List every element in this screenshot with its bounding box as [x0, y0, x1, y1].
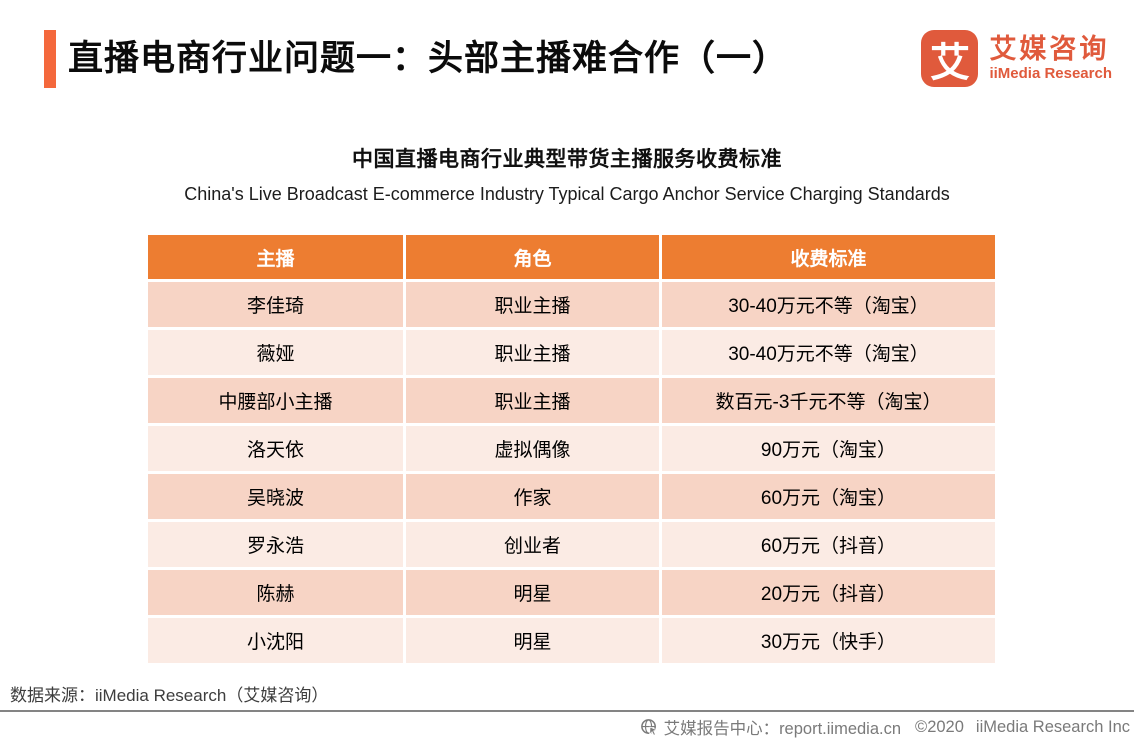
table-cell: 吴晓波 [148, 474, 403, 519]
column-header-fee: 收费标准 [662, 235, 995, 279]
table-row: 李佳琦 职业主播 30-40万元不等（淘宝） [148, 282, 995, 327]
table-cell: 明星 [406, 570, 659, 615]
footer-bar: 艾媒报告中心：report.iimedia.cn ©2020 iiMedia R… [640, 715, 1130, 739]
table-cell: 虚拟偶像 [406, 426, 659, 471]
table-cell: 职业主播 [406, 282, 659, 327]
table-cell: 陈赫 [148, 570, 403, 615]
table-cell: 小沈阳 [148, 618, 403, 663]
table-cell: 中腰部小主播 [148, 378, 403, 423]
iimedia-logo-icon: 艾 [921, 30, 979, 87]
table-body: 李佳琦 职业主播 30-40万元不等（淘宝） 薇娅 职业主播 30-40万元不等（淘宝）中… [148, 282, 995, 663]
column-header-anchor: 主播 [148, 235, 403, 279]
table-row: 薇娅 职业主播 30-40万元不等（淘宝） [148, 330, 995, 375]
table-cell: 20万元（抖音） [662, 570, 995, 615]
table-row: 吴晓波 作家 60万元（淘宝） [148, 474, 995, 519]
brand-name-en: iiMedia Research [989, 65, 1112, 82]
table-row: 小沈阳 明星 30万元（快手） [148, 618, 995, 663]
chart-subtitle-en: China's Live Broadcast E-commerce Indust… [184, 184, 950, 204]
table-cell: 30-40万元不等（淘宝） [662, 282, 995, 327]
table-cell: 90万元（淘宝） [662, 426, 995, 471]
table-cell: 数百元-3千元不等（淘宝） [662, 378, 995, 423]
table-row: 洛天依 虚拟偶像 90万元（淘宝） [148, 426, 995, 471]
data-source-note: 数据来源：iiMedia Research（艾媒咨询） [10, 686, 329, 705]
table-cell: 作家 [406, 474, 659, 519]
page-title: 直播电商行业问题一：头部主播难合作（一） [68, 39, 789, 78]
brand-text: 艾媒咨询 iiMedia Research [989, 34, 1112, 83]
table-cell: 30万元（快手） [662, 618, 995, 663]
table-cell: 职业主播 [406, 330, 659, 375]
table-row: 陈赫 明星 20万元（抖音） [148, 570, 995, 615]
report-center-label: 艾媒报告中心：report.iimedia.cn [663, 720, 902, 738]
table-cell: 洛天依 [148, 426, 403, 471]
table-row: 罗永浩 创业者 60万元（抖音） [148, 522, 995, 567]
footer-divider [0, 710, 1134, 712]
copyright-text: ©2020 [915, 717, 964, 736]
table-cell: 薇娅 [148, 330, 403, 375]
brand-logo: 艾 艾媒咨询 iiMedia Research [921, 30, 1112, 87]
brand-name-cn: 艾媒咨询 [989, 34, 1110, 64]
table-cell: 李佳琦 [148, 282, 403, 327]
table-row: 中腰部小主播 职业主播 数百元-3千元不等（淘宝） [148, 378, 995, 423]
globe-cursor-icon [640, 718, 659, 737]
pricing-table: 主播 角色 收费标准 李佳琦 职业主播 30-40万元不等（淘宝） 薇娅 职业主播 30-… [145, 232, 998, 666]
table-cell: 60万元（抖音） [662, 522, 995, 567]
table-cell: 罗永浩 [148, 522, 403, 567]
table-cell: 明星 [406, 618, 659, 663]
table-cell: 职业主播 [406, 378, 659, 423]
company-text: iiMedia Research Inc [975, 717, 1130, 736]
title-accent-bar [44, 30, 56, 88]
table-cell: 60万元（淘宝） [662, 474, 995, 519]
column-header-role: 角色 [406, 235, 659, 279]
table-cell: 创业者 [406, 522, 659, 567]
chart-title: 中国直播电商行业典型带货主播服务收费标准 [352, 148, 782, 171]
table-cell: 30-40万元不等（淘宝） [662, 330, 995, 375]
table-header-row: 主播 角色 收费标准 [148, 235, 995, 279]
